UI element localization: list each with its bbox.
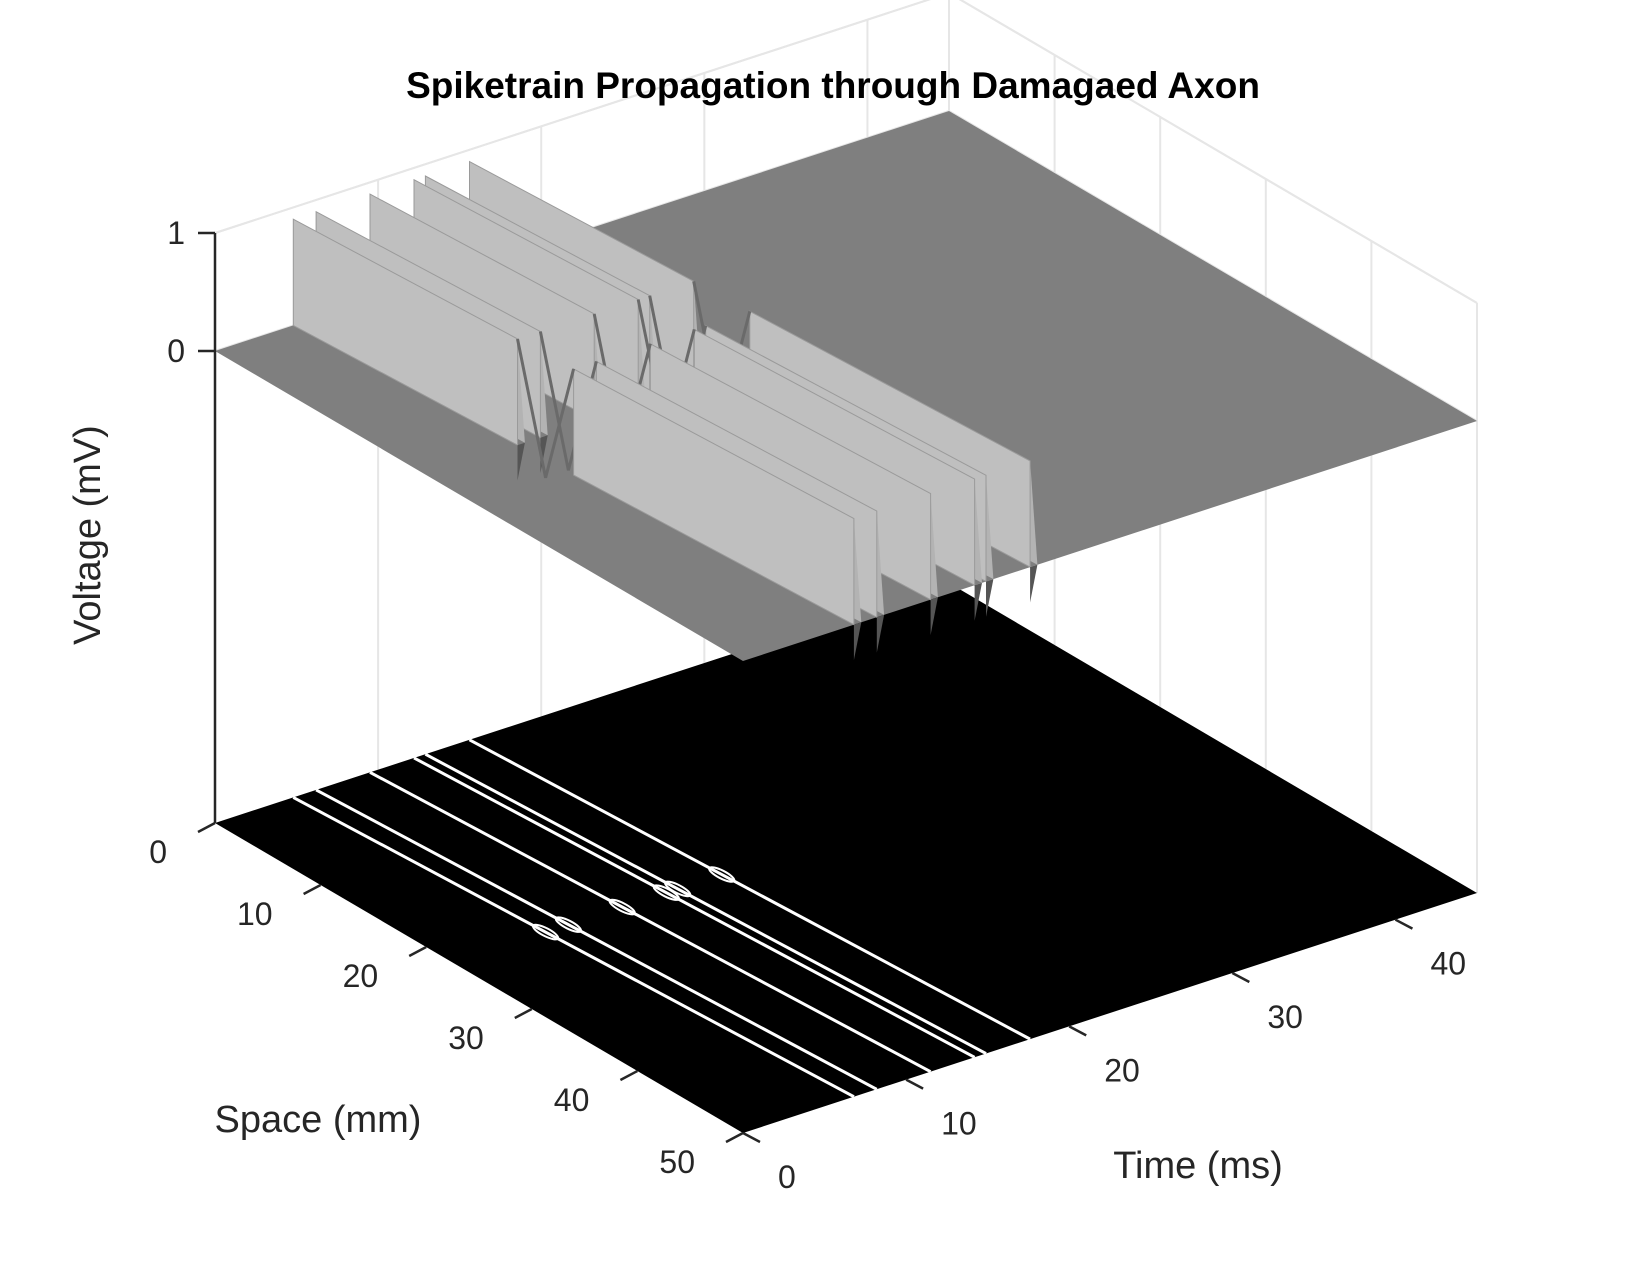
time-tick-label: 20 — [1104, 1052, 1140, 1088]
chart-title: Spiketrain Propagation through Damagaed … — [406, 65, 1260, 106]
x-axis-label: Space (mm) — [215, 1099, 422, 1141]
contour-damage-mark — [708, 866, 736, 883]
space-tick-label: 20 — [343, 958, 379, 994]
contour-spike-line — [413, 756, 976, 1059]
y-axis-label: Time (ms) — [1113, 1145, 1283, 1187]
time-tick-label: 30 — [1267, 999, 1303, 1035]
space-tick-label: 0 — [149, 834, 167, 870]
time-tick-label: 10 — [941, 1106, 977, 1142]
contour-spike-line — [468, 738, 1031, 1041]
contour-damage-mark — [531, 923, 560, 941]
time-tick-mark — [1231, 971, 1250, 984]
time-tick-mark — [1394, 918, 1414, 930]
space-tick-label: 50 — [659, 1144, 695, 1180]
spike-leading-face — [573, 368, 855, 626]
space-tick-mark — [303, 883, 322, 896]
contour-damage-mark — [664, 880, 692, 898]
contour-spike-line — [315, 788, 878, 1091]
spike-undershoot — [517, 442, 525, 481]
space-tick-mark — [197, 821, 216, 834]
space-tick-mark — [408, 945, 427, 958]
spike-undershoot — [1030, 564, 1038, 603]
time-tick-mark — [742, 1131, 761, 1144]
voltage-tick-label: 1 — [167, 215, 185, 251]
spike-undershoot — [986, 579, 994, 617]
voltage-surface — [215, 111, 1477, 661]
contour-damage-mark — [652, 884, 680, 901]
space-tick-mark — [514, 1007, 533, 1020]
time-tick-mark — [1068, 1025, 1087, 1037]
contour-spike-line — [369, 771, 932, 1073]
grid-pane-edge — [214, 0, 1478, 304]
spike-undershoot — [540, 435, 548, 474]
z-axis-label: Voltage (mV) — [67, 425, 109, 645]
tick-labels: 0 10 20 30 40 50 0 10 20 30 40 0 1 — [149, 215, 1466, 1195]
contour-spike-line — [424, 752, 987, 1055]
space-tick-mark — [619, 1069, 638, 1082]
spike-undershoot — [930, 597, 938, 636]
contour-spike-line — [292, 796, 855, 1099]
axes-lines — [197, 231, 1414, 1144]
voltage-tick-label: 0 — [167, 333, 185, 369]
spike-undershoot — [974, 582, 982, 621]
space-tick-label: 30 — [448, 1020, 484, 1056]
spike-undershoot — [876, 614, 885, 653]
contour-damage-mark — [554, 916, 583, 933]
spike-undershoot — [853, 622, 862, 661]
time-tick-label: 0 — [778, 1159, 796, 1195]
spike-ridge — [292, 218, 862, 661]
contour-floor-plane — [215, 583, 1477, 1133]
spike-damage-notch — [516, 338, 576, 479]
time-tick-label: 40 — [1430, 946, 1466, 982]
time-tick-mark — [905, 1078, 924, 1090]
space-tick-label: 40 — [554, 1082, 590, 1118]
space-tick-label: 10 — [237, 896, 273, 932]
space-tick-mark — [725, 1131, 744, 1144]
contour-floor — [215, 583, 1477, 1133]
contour-damage-mark — [608, 898, 636, 916]
